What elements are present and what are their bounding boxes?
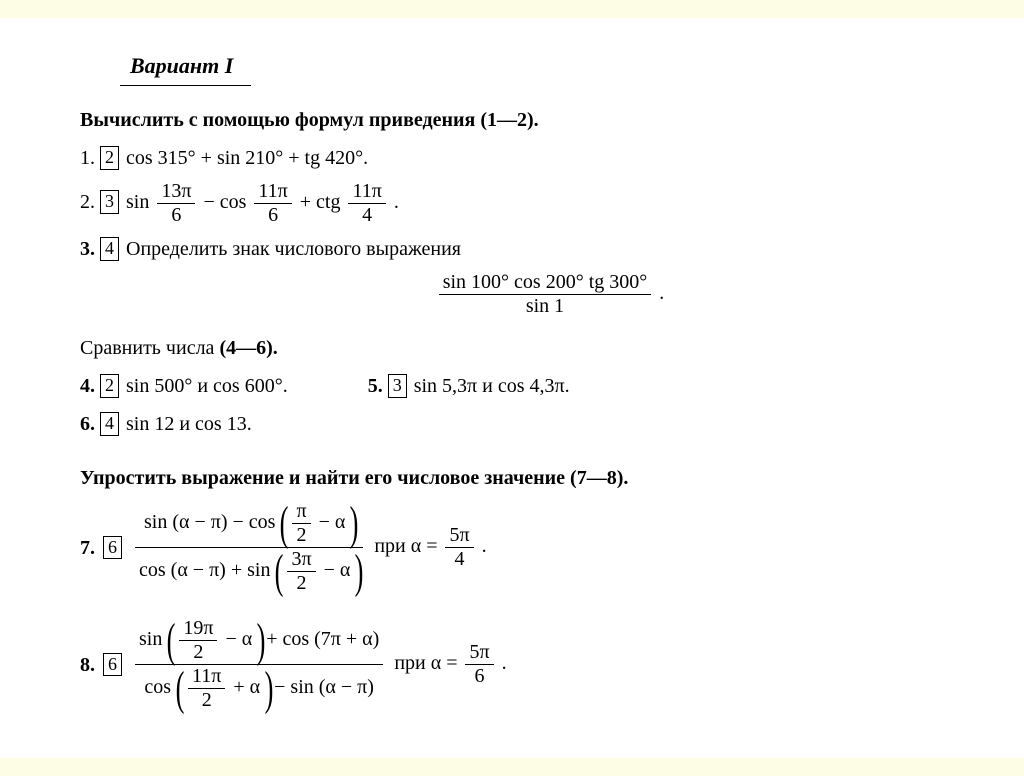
frac: 5π 6	[465, 641, 493, 688]
num: 8.	[80, 649, 95, 681]
frac: π 2	[292, 500, 310, 547]
problem-5: 5. 3 sin 5,3π и cos 4,3π.	[368, 370, 570, 402]
num: 3.	[80, 238, 95, 260]
t: + ctg	[300, 191, 341, 213]
heading-compute: Вычислить с помощью формул приведения (1…	[80, 104, 1020, 136]
problem-1: 1. 2 cos 315° + sin 210° + tg 420°.	[80, 142, 1020, 174]
expr: cos 315° + sin 210° + tg 420°.	[126, 147, 368, 169]
title-wrap: Вариант I	[80, 48, 1020, 86]
variant-title: Вариант I	[120, 48, 251, 86]
denominator: cos (α − π) + sin ( 3π 2 − α )	[135, 548, 363, 595]
heading-compare: Сравнить числа (4—6).	[80, 332, 1020, 364]
numerator: sin (α − π) − cos ( π 2 − α )	[135, 500, 363, 548]
tail: при α = 5π 6 .	[394, 641, 506, 688]
text: Определить знак числового выражения	[126, 238, 461, 260]
num: 2.	[80, 191, 95, 213]
expr: sin 500° и cos 600°.	[126, 375, 288, 397]
frac: 11π 6	[254, 180, 291, 227]
numerator: sin ( 19π 2 − α ) + cos (7π + α)	[135, 617, 383, 665]
tail: при α = 5π 4 .	[374, 524, 486, 571]
num: 5.	[368, 375, 383, 397]
frac: 3π 2	[287, 548, 315, 595]
difficulty-box: 2	[100, 146, 119, 170]
difficulty-box: 6	[103, 653, 122, 677]
period: .	[659, 282, 664, 304]
frac: 11π 2	[188, 665, 225, 712]
frac: 11π 4	[348, 180, 385, 227]
expr: sin 5,3π и cos 4,3π.	[414, 375, 570, 397]
num: 4.	[80, 375, 95, 397]
problems-4-5-row: 4. 2 sin 500° и cos 600°. 5. 3 sin 5,3π …	[80, 370, 1020, 402]
difficulty-box: 4	[100, 412, 119, 436]
heading-simplify: Упростить выражение и найти его числовое…	[80, 462, 1020, 494]
problem-3: 3. 4 Определить знак числового выражения	[80, 233, 1020, 265]
problem-7: 7. 6 sin (α − π) − cos ( π 2 − α ) cos (…	[80, 500, 1020, 595]
num: 6.	[80, 413, 95, 435]
problem-3-display: sin 100° cos 200° tg 300° sin 1 .	[80, 271, 1020, 318]
frac: sin 100° cos 200° tg 300° sin 1	[439, 271, 652, 318]
num: 1.	[80, 147, 95, 169]
t: sin	[126, 191, 149, 213]
difficulty-box: 3	[388, 374, 407, 398]
frac: 13π 6	[157, 180, 195, 227]
difficulty-box: 3	[100, 190, 119, 214]
t: − cos	[203, 191, 246, 213]
denominator: cos ( 11π 2 + α ) − sin (α − π)	[135, 665, 383, 712]
worksheet: Вариант I Вычислить с помощью формул при…	[0, 18, 1024, 758]
frac: 5π 4	[445, 524, 473, 571]
problem-2: 2. 3 sin 13π 6 − cos 11π 6 + ctg 11π 4 .	[80, 180, 1020, 227]
main-frac: sin ( 19π 2 − α ) + cos (7π + α) cos ( 1…	[135, 617, 383, 712]
frac: 19π 2	[179, 617, 217, 664]
difficulty-box: 4	[100, 237, 119, 261]
num: 7.	[80, 532, 95, 564]
main-frac: sin (α − π) − cos ( π 2 − α ) cos (α − π…	[135, 500, 363, 595]
t: .	[394, 191, 399, 213]
expr: sin 12 и cos 13.	[126, 413, 252, 435]
problem-8: 8. 6 sin ( 19π 2 − α ) + cos (7π + α) co…	[80, 617, 1020, 712]
difficulty-box: 2	[100, 374, 119, 398]
difficulty-box: 6	[103, 536, 122, 560]
problem-4: 4. 2 sin 500° и cos 600°.	[80, 370, 288, 402]
problem-6: 6. 4 sin 12 и cos 13.	[80, 408, 1020, 440]
